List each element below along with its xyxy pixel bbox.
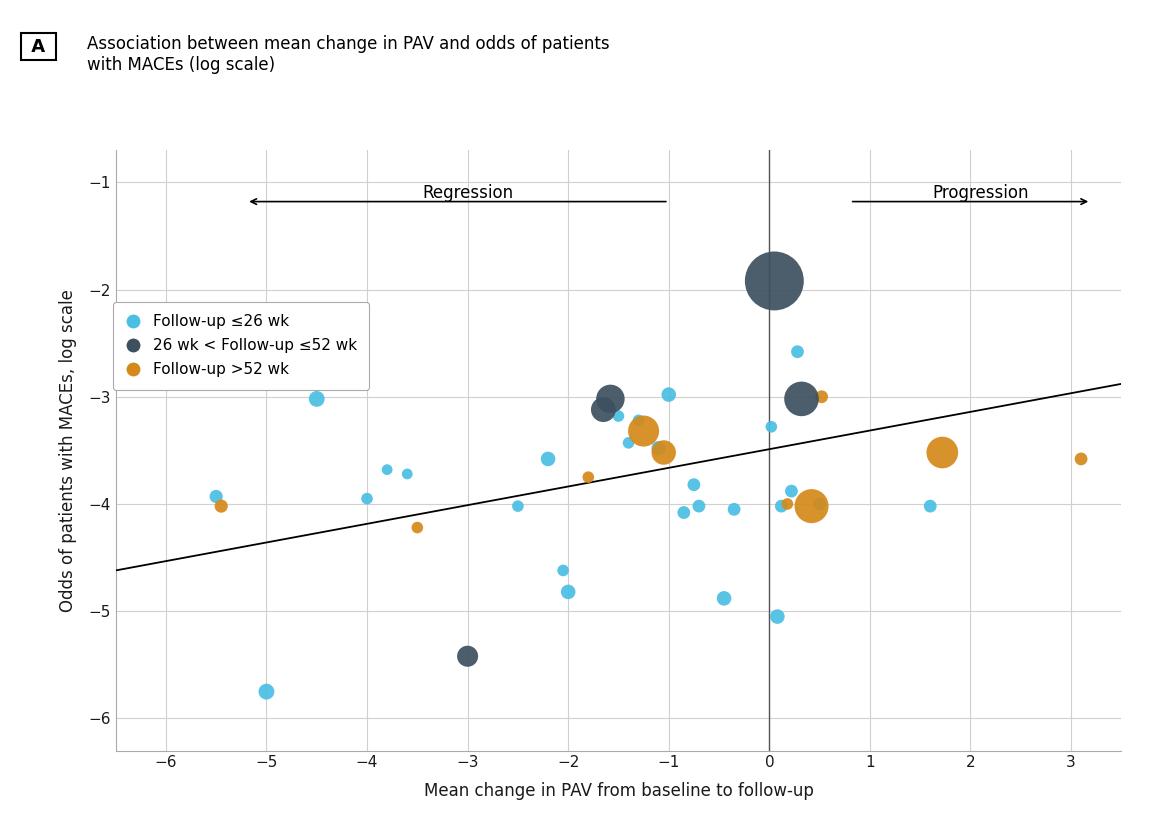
Point	[509, 500, 527, 513]
Point	[539, 452, 557, 465]
Point	[762, 420, 780, 434]
Point	[601, 392, 620, 405]
Point	[788, 345, 807, 359]
Point	[802, 500, 821, 513]
Point	[690, 500, 709, 513]
Point	[921, 500, 940, 513]
Point	[358, 492, 377, 505]
Point	[207, 490, 225, 503]
Point	[635, 425, 653, 438]
Point	[257, 685, 275, 698]
Point	[620, 436, 638, 450]
Point	[579, 470, 598, 484]
Point	[1072, 452, 1090, 465]
Point	[714, 591, 733, 605]
Point	[783, 485, 801, 498]
Point	[813, 390, 831, 404]
Point	[609, 409, 628, 423]
Point	[725, 503, 743, 516]
Text: Association between mean change in PAV and odds of patients
with MACEs (log scal: Association between mean change in PAV a…	[87, 35, 609, 74]
Point	[629, 414, 647, 427]
Point	[560, 585, 578, 599]
Point	[212, 500, 230, 513]
Point	[594, 403, 613, 416]
X-axis label: Mean change in PAV from baseline to follow-up: Mean change in PAV from baseline to foll…	[423, 781, 814, 800]
Text: A: A	[25, 38, 52, 56]
Y-axis label: Odds of patients with MACEs, log scale: Odds of patients with MACEs, log scale	[59, 289, 77, 612]
Point	[378, 463, 397, 476]
Text: Regression: Regression	[422, 184, 513, 202]
Point	[684, 478, 703, 491]
Point	[307, 392, 326, 405]
Point	[458, 650, 476, 663]
Point	[768, 610, 786, 623]
Text: Progression: Progression	[932, 184, 1029, 202]
Point	[659, 388, 677, 401]
Point	[675, 506, 694, 520]
Point	[778, 497, 796, 510]
Point	[408, 521, 427, 535]
Point	[398, 467, 416, 480]
Point	[792, 392, 810, 405]
Point	[650, 441, 668, 455]
Point	[654, 446, 673, 460]
Point	[933, 446, 951, 460]
Point	[810, 497, 829, 510]
Legend: Follow-up ≤26 wk, 26 wk < Follow-up ≤52 wk, Follow-up >52 wk: Follow-up ≤26 wk, 26 wk < Follow-up ≤52 …	[113, 302, 369, 389]
Point	[765, 274, 784, 288]
Point	[772, 500, 791, 513]
Point	[554, 564, 572, 577]
